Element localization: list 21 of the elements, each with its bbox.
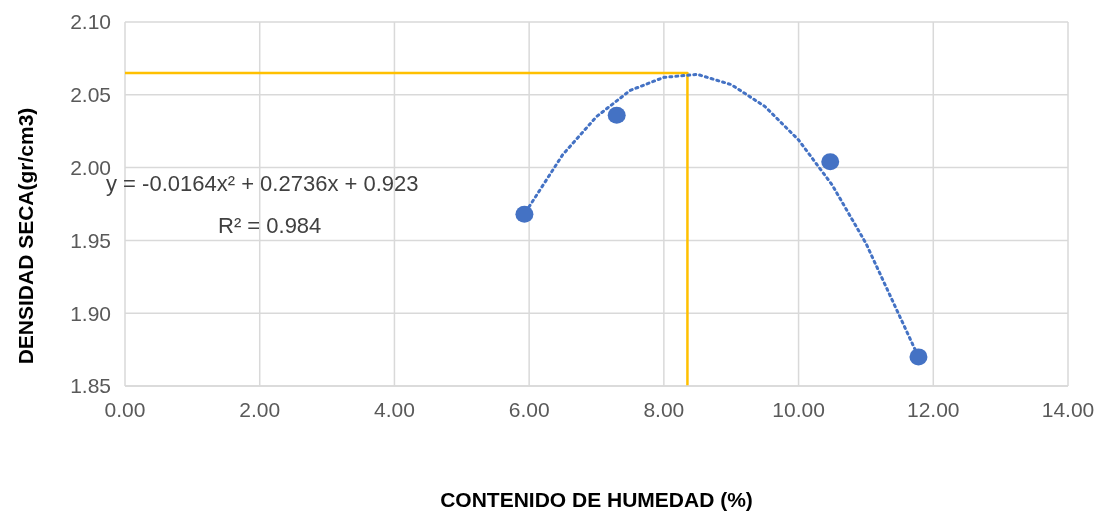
y-tick-label: 1.85 [70, 374, 111, 398]
x-tick-label: 2.00 [239, 397, 281, 421]
y-tick-label: 2.00 [70, 156, 111, 180]
y-tick-label: 2.10 [70, 10, 111, 34]
point [909, 348, 928, 366]
x-tick-label: 6.00 [508, 397, 550, 421]
x-tick-label: 0.00 [104, 397, 146, 421]
annotation: R² = 0.984 [218, 213, 322, 239]
x-tick-label: 14.00 [1041, 397, 1095, 421]
y-tick-label: 1.90 [70, 301, 111, 325]
y-axis-title: DENSIDAD SECA(gr/cm3) [14, 107, 38, 365]
point [515, 205, 534, 223]
x-tick-label: 8.00 [643, 397, 685, 421]
point [607, 106, 626, 124]
y-tick-label: 2.05 [70, 83, 111, 107]
x-tick-label: 12.00 [907, 397, 960, 421]
x-tick-label: 4.00 [373, 397, 415, 421]
x-axis-title: CONTENIDO DE HUMEDAD (%) [440, 488, 753, 512]
x-tick-label: 10.00 [772, 397, 825, 421]
y-tick-label: 1.95 [70, 228, 111, 252]
point [821, 153, 840, 171]
